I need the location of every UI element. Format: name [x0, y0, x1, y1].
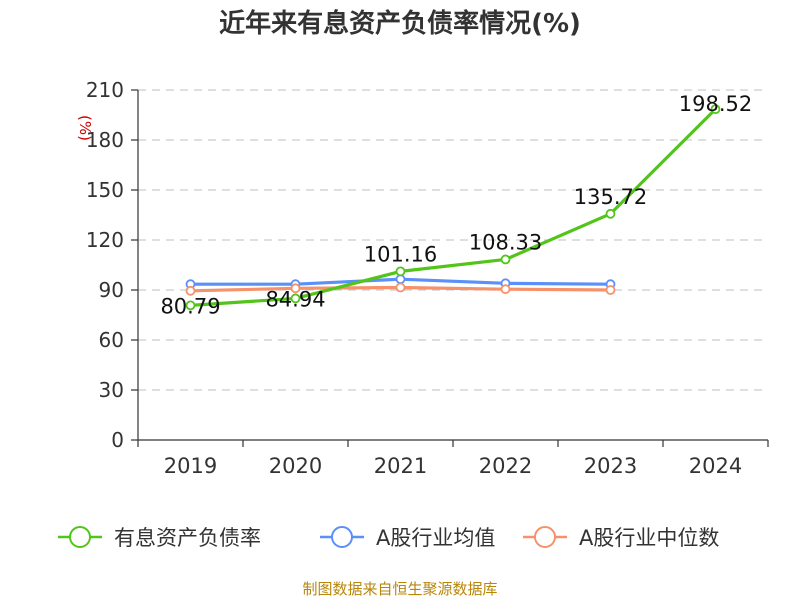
series-1-point — [395, 274, 406, 285]
data-label: 108.33 — [469, 230, 542, 254]
axes: 0 30 60 90 120 150 180 210 2019 2020 2021 2022 2023 2… — [86, 78, 769, 478]
y-tick-label: 180 — [86, 128, 124, 152]
data-label: 198.52 — [679, 92, 752, 116]
legend-label-0: 有息资产负债率 — [114, 526, 261, 550]
data-label: 135.72 — [574, 185, 647, 209]
x-tick-label: 2020 — [269, 454, 322, 478]
series-0-point — [395, 266, 406, 277]
series-0-point — [500, 254, 511, 265]
series-0-point — [605, 208, 616, 219]
y-tick-label: 60 — [99, 328, 124, 352]
series-0-point — [185, 300, 196, 311]
y-tick-label: 150 — [86, 178, 124, 202]
legend-label-1: A股行业均值 — [376, 526, 495, 550]
series-2-point — [605, 285, 616, 295]
x-tick-label: 2024 — [689, 454, 742, 478]
series-lines — [185, 104, 721, 311]
y-tick-label: 210 — [86, 78, 124, 102]
x-tick-label: 2023 — [584, 454, 637, 478]
legend-marker-0 — [69, 526, 91, 548]
series-line-0 — [188, 107, 718, 307]
y-axis-label: (%) — [76, 115, 94, 141]
series-2-point — [395, 282, 406, 293]
x-tick-label: 2019 — [164, 454, 217, 478]
series-0-point — [290, 293, 301, 304]
legend-marker-2 — [534, 526, 556, 548]
series-2-point — [500, 284, 511, 295]
legend-label-2: A股行业中位数 — [579, 526, 719, 550]
series-2-point — [290, 283, 301, 294]
y-tick-label: 0 — [111, 428, 124, 452]
data-labels: 80.79 84.94 101.16 108.33 135.72 198.52 — [160, 92, 752, 318]
series-0-point — [710, 104, 721, 115]
grid-lines — [138, 89, 768, 391]
legend-marker-1 — [331, 526, 353, 548]
y-tick-label: 30 — [99, 378, 124, 402]
source-note: 制图数据来自恒生聚源数据库 — [302, 580, 497, 598]
legend: 有息资产负债率 A股行业均值 A股行业中位数 — [58, 526, 719, 550]
y-tick-label: 120 — [86, 228, 124, 252]
series-2-point — [185, 285, 196, 296]
x-tick-label: 2022 — [479, 454, 532, 478]
data-label: 80.79 — [160, 294, 220, 318]
y-tick-label: 90 — [99, 278, 124, 302]
data-label: 84.94 — [265, 287, 325, 311]
chart-title: 近年来有息资产负债率情况(%) — [219, 8, 581, 39]
x-tick-label: 2021 — [374, 454, 427, 478]
data-label: 101.16 — [364, 242, 437, 266]
